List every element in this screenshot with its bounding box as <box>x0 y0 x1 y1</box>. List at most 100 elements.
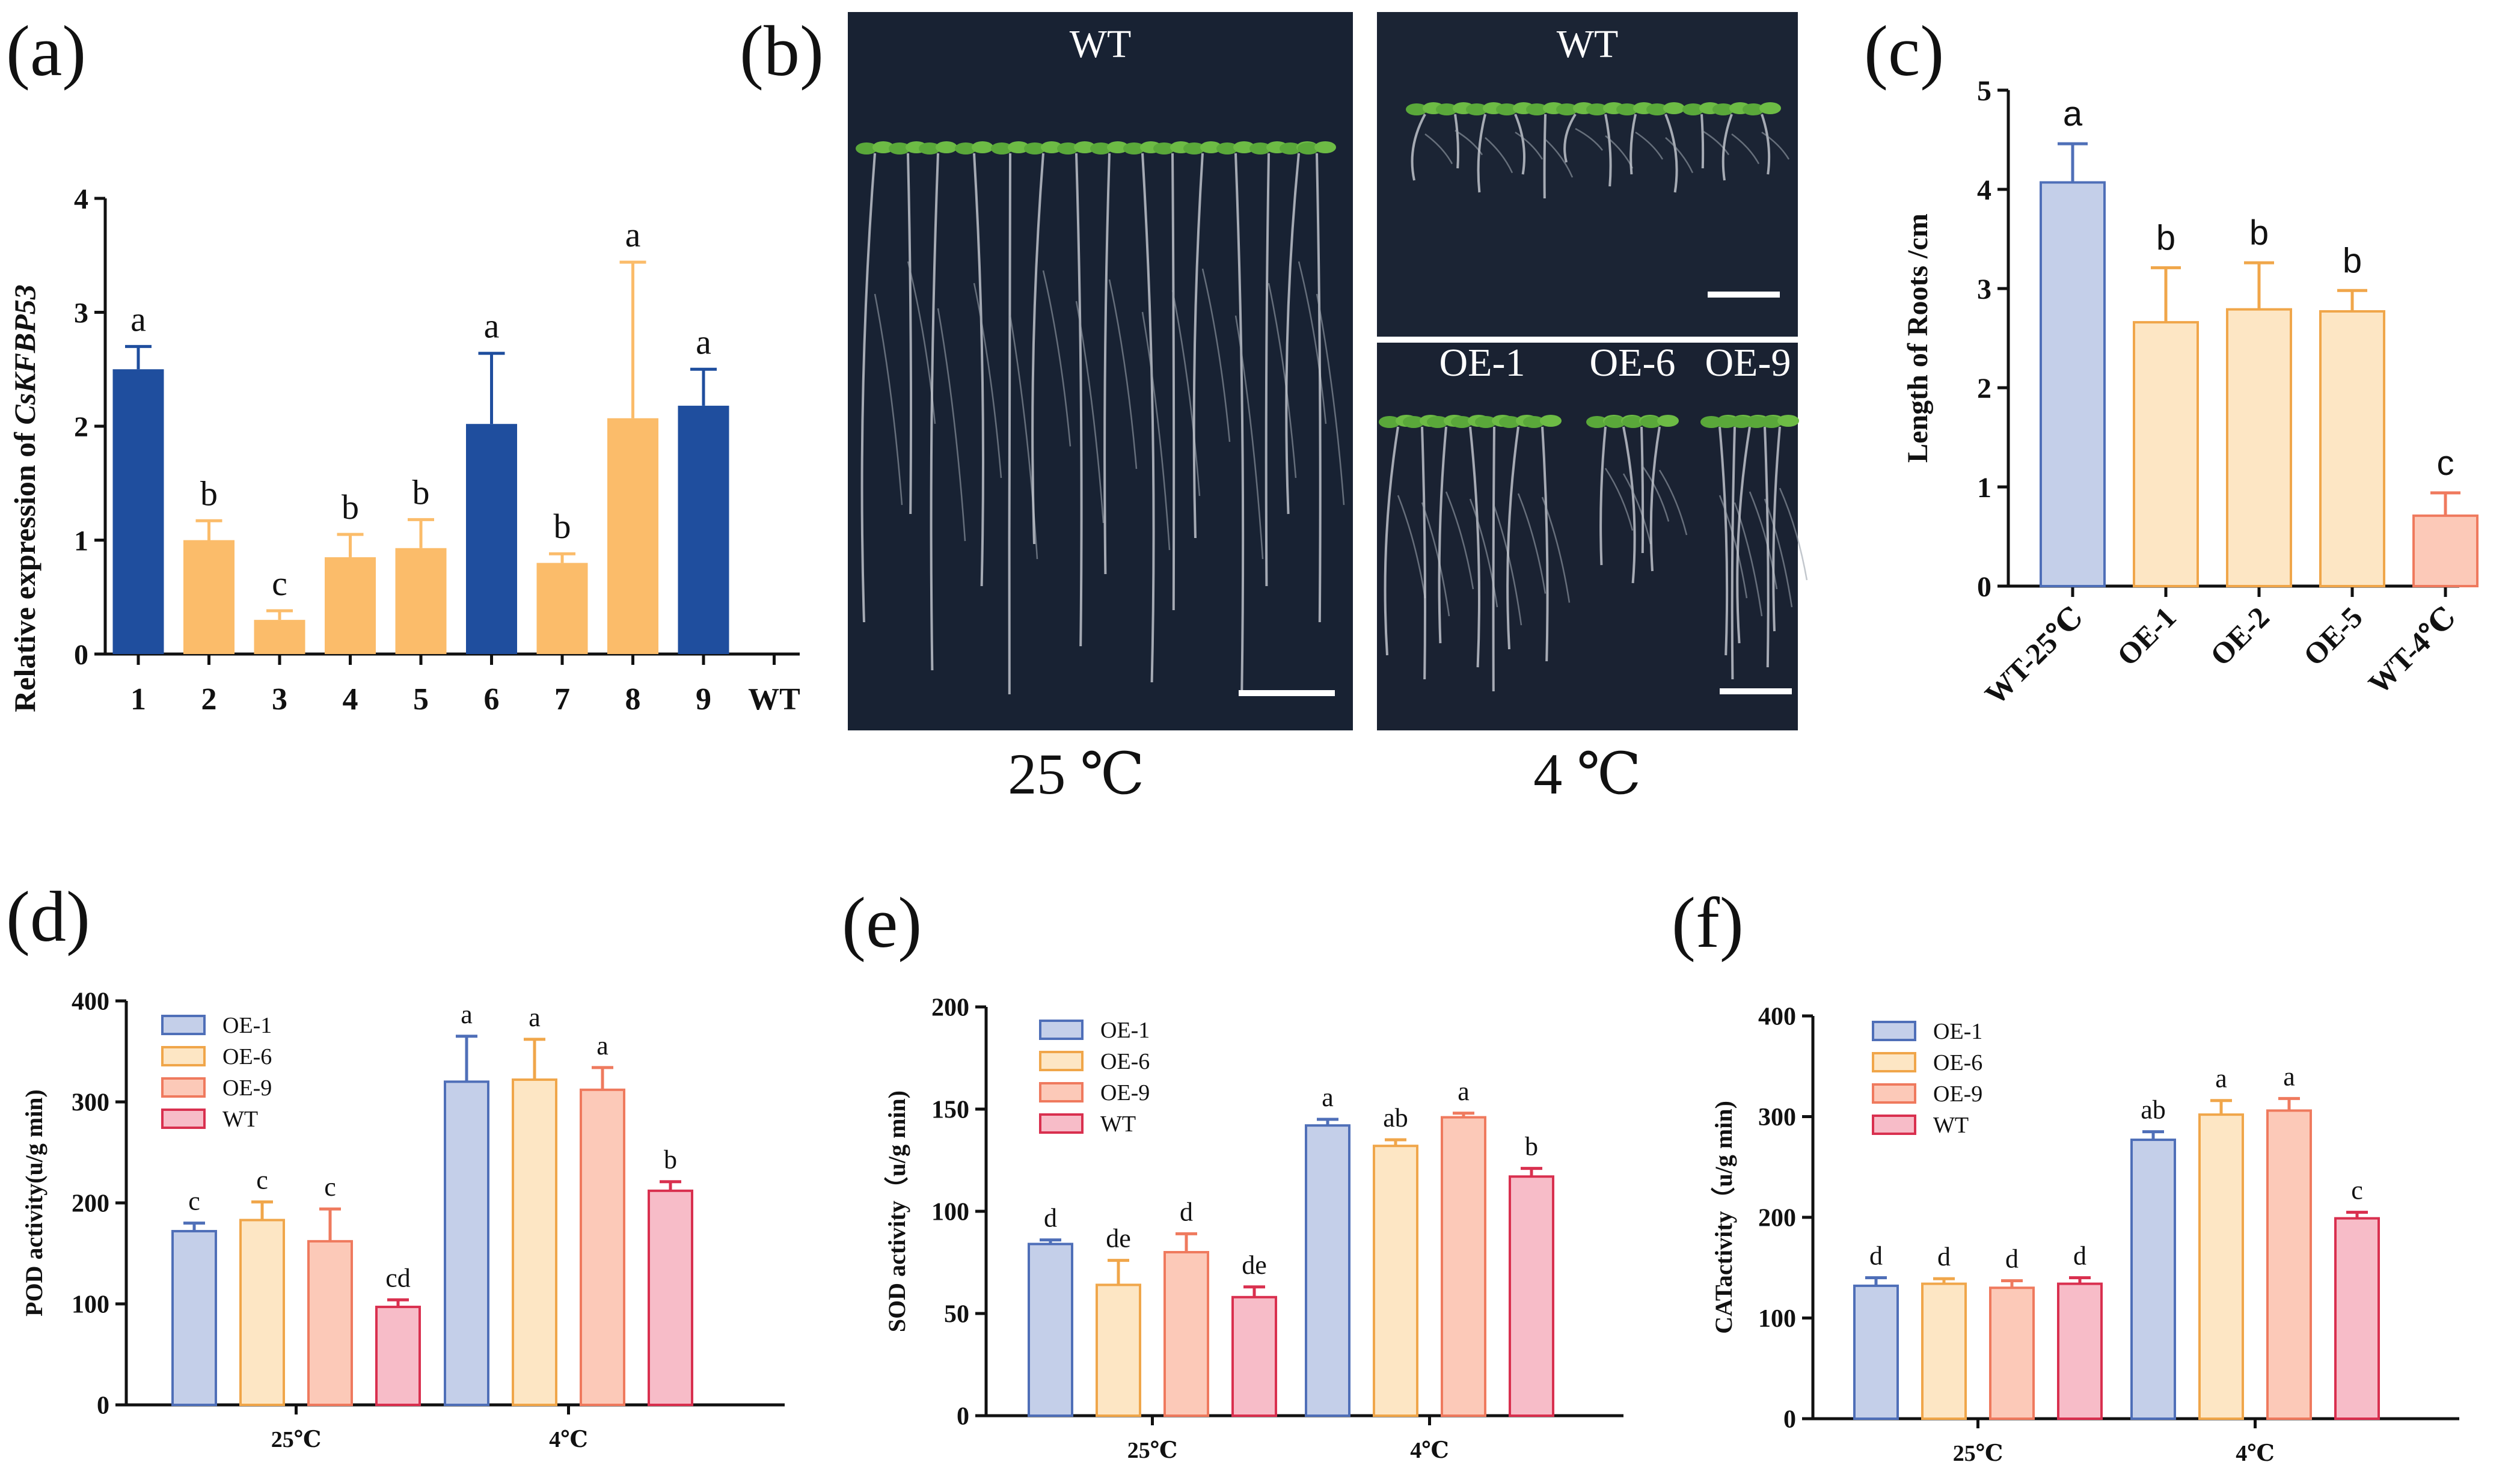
seedling-25c-lateral-root <box>1268 283 1297 479</box>
seedling-4c-wt-root <box>1454 114 1459 169</box>
seedling-4c-oe-lateral-root <box>1640 464 1670 522</box>
significance-letter: a <box>484 307 500 346</box>
seedling-4c-oe-root <box>1438 426 1447 644</box>
seedling-4c-wt-root <box>1563 113 1577 163</box>
significance-letter: b <box>2343 241 2362 280</box>
scale-bar-4c-oe <box>1720 688 1792 694</box>
seedling-4c-oe-leaf <box>1499 416 1521 428</box>
seedling-25c-leaf <box>1074 141 1096 153</box>
bar-WT-4℃ <box>2334 1217 2380 1421</box>
bar-7 <box>536 563 588 654</box>
x-tick-label: WT <box>748 682 800 717</box>
x-tick-label: 25℃ <box>271 1427 322 1452</box>
seedlings-4c-oe <box>1379 415 1808 692</box>
significance-letter: d <box>1937 1242 1951 1271</box>
y-tick-label: 200 <box>1758 1205 1796 1232</box>
bar-OE-6-4℃ <box>512 1078 557 1407</box>
y-tick-label: 300 <box>72 1089 109 1117</box>
seedling-25c-leaf <box>1314 141 1336 153</box>
significance-letter: d <box>1044 1203 1057 1233</box>
bar-OE-9-25℃ <box>307 1240 353 1407</box>
significance-letter: d <box>1180 1197 1193 1226</box>
seedling-4c-wt-lateral-root <box>1485 137 1513 174</box>
seedling-25c-root <box>1103 153 1111 575</box>
chart-f-cat-activity: 0 100 200 300 400 d d d d 25℃ ab a a c 4℃ OE-1 OE-6 OE-9 W… <box>1710 1003 2459 1466</box>
significance-letter: a <box>2063 94 2083 133</box>
significance-letter: b <box>2249 213 2269 252</box>
seedling-4c-oe-root <box>1731 426 1736 680</box>
y-axis-title: CATactivity（u/g min) <box>1710 1101 1737 1334</box>
significance-letter: de <box>1106 1224 1131 1253</box>
x-tick-label: 7 <box>554 682 570 717</box>
y-axis-title: SOD activity（u/g min) <box>883 1090 910 1332</box>
bar-OE-6-25℃ <box>1921 1282 1967 1421</box>
legend-label-WT: WT <box>1933 1113 1969 1138</box>
bar-OE-1 <box>2133 321 2199 587</box>
seedling-4c-wt-lateral-root <box>1424 133 1453 165</box>
legend-swatch-OE-6 <box>1872 1052 1916 1072</box>
legend-swatch-WT <box>1039 1113 1084 1134</box>
seedling-4c-wt-leaf <box>1682 103 1704 115</box>
scale-bar-4c-wt <box>1708 292 1780 298</box>
x-tick-label: OE-2 <box>2204 600 2276 672</box>
x-tick-label: 25℃ <box>1127 1438 1178 1463</box>
seedling-4c-wt-lateral-root <box>1515 131 1544 160</box>
seedling-4c-wt-lateral-root <box>1761 131 1790 160</box>
seedling-25c-leaf <box>872 141 894 153</box>
bar-6 <box>466 424 517 654</box>
bar-WT-25℃ <box>1231 1295 1277 1417</box>
bar-OE-9-4℃ <box>1441 1116 1486 1417</box>
seedling-4c-oe-root <box>1772 426 1781 632</box>
seedling-4c-oe-root <box>1469 426 1480 668</box>
significance-letter: c <box>272 564 287 603</box>
legend-label-WT: WT <box>1100 1112 1136 1137</box>
seedling-25c-leaf <box>889 142 910 154</box>
seedling-4c-oe-leaf <box>1715 416 1737 428</box>
legend-label-OE-9: OE-9 <box>1100 1080 1150 1106</box>
y-tick-label: 200 <box>931 994 969 1022</box>
seedling-4c-oe-root <box>1622 426 1636 584</box>
seedling-4c-oe-lateral-root <box>1749 491 1778 590</box>
y-tick-label: 2 <box>1977 373 1991 405</box>
bar-WT-25℃ <box>2040 181 2106 587</box>
bar-OE-5 <box>2319 310 2385 587</box>
seedling-4c-oe-leaf <box>1540 415 1562 427</box>
y-tick-label: 1 <box>1977 472 1991 504</box>
legend-swatch-OE-9 <box>161 1077 206 1098</box>
bar-5 <box>395 548 447 654</box>
seedling-4c-oe-root <box>1718 426 1729 656</box>
bar-OE-9-4℃ <box>2266 1109 2312 1420</box>
y-tick-label: 0 <box>957 1403 969 1431</box>
seedling-25c-leaf <box>1041 141 1062 153</box>
bar-2 <box>183 540 235 654</box>
significance-letter: b <box>342 488 359 527</box>
significance-letter: c <box>256 1165 268 1194</box>
seedling-4c-wt-leaf <box>1646 103 1668 115</box>
seedling-4c-wt-leaf <box>1466 103 1488 115</box>
bar-OE-6-4℃ <box>2198 1113 2244 1421</box>
panel-label-d: (d) <box>6 876 90 956</box>
seedling-25c-leaf <box>1183 142 1205 154</box>
x-tick-label: 4℃ <box>549 1427 588 1452</box>
seedling-25c-root <box>1031 153 1044 545</box>
legend-label-OE-1: OE-1 <box>222 1013 272 1038</box>
legend-label-OE-6: OE-6 <box>1100 1049 1150 1074</box>
seedling-25c-leaf <box>936 141 957 153</box>
panel-label-f: (f) <box>1672 882 1744 962</box>
seedling-25c-lateral-root <box>1201 268 1231 442</box>
seedling-25c-lateral-root <box>1042 270 1071 447</box>
y-tick-label: 3 <box>1977 274 1991 305</box>
significance-letter: c <box>324 1172 336 1202</box>
photo-label-oe6: OE-6 <box>1590 341 1676 385</box>
seedling-25c-leaf <box>1008 141 1029 153</box>
seedling-25c-lateral-root <box>937 308 966 542</box>
significance-letter: ab <box>2141 1095 2166 1125</box>
x-tick-label: 5 <box>413 682 429 717</box>
seedling-4c-oe-root <box>1541 426 1549 662</box>
seedling-4c-wt-lateral-root <box>1575 127 1603 151</box>
seedling-25c-leaf <box>1200 141 1222 153</box>
bar-OE-9-4℃ <box>580 1088 625 1406</box>
significance-letter: a <box>1458 1077 1470 1106</box>
seedling-4c-oe-lateral-root <box>1718 495 1748 599</box>
